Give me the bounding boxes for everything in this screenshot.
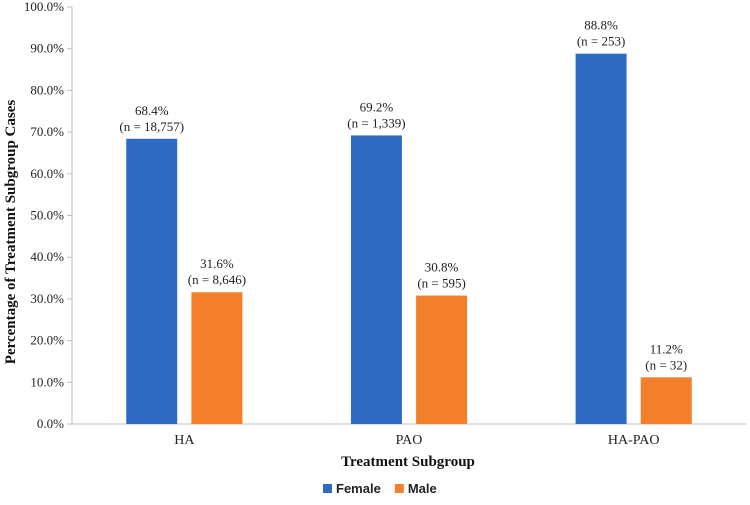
data-label-n: (n = 8,646)	[188, 272, 246, 287]
data-label-n: (n = 18,757)	[119, 119, 184, 134]
data-labels: 68.4%(n = 18,757)69.2%(n = 1,339)88.8%(n…	[119, 18, 687, 373]
x-tick-label: HA-PAO	[608, 433, 660, 448]
data-label-n: (n = 595)	[417, 276, 466, 291]
x-tick-label: PAO	[396, 433, 423, 448]
data-label-pct: 88.8%	[584, 18, 618, 33]
x-axis-title: Treatment Subgroup	[341, 454, 475, 470]
data-label-pct: 11.2%	[650, 341, 683, 356]
y-tick-label: 70.0%	[30, 124, 64, 139]
data-label-pct: 68.4%	[135, 103, 169, 118]
data-label-pct: 31.6%	[200, 256, 234, 271]
legend-label-female: Female	[336, 481, 381, 496]
data-label-pct: 69.2%	[360, 99, 394, 114]
bar-male-ha	[191, 292, 243, 424]
bar-female-pao	[350, 135, 402, 424]
bar-male-ha-pao	[640, 377, 692, 424]
data-label-n: (n = 253)	[577, 34, 626, 49]
y-tick-label: 20.0%	[30, 333, 64, 348]
y-tick-label: 80.0%	[30, 82, 64, 97]
legend: Female Male	[323, 481, 437, 496]
y-tick-label: 90.0%	[30, 41, 64, 56]
data-label-n: (n = 1,339)	[347, 115, 405, 130]
y-tick-label: 50.0%	[30, 208, 64, 223]
y-tick-label: 0.0%	[37, 416, 64, 431]
y-tick-label: 100.0%	[24, 0, 64, 14]
legend-swatch-female	[323, 484, 332, 493]
bar-female-ha	[126, 138, 178, 424]
y-tick-label: 30.0%	[30, 291, 64, 306]
data-label-pct: 30.8%	[425, 260, 459, 275]
y-tick-label: 10.0%	[30, 374, 64, 389]
x-axis: HA PAO HA-PAO	[72, 423, 746, 448]
x-tick-label: HA	[174, 433, 195, 448]
legend-swatch-male	[394, 484, 404, 493]
legend-label-male: Male	[408, 481, 437, 496]
data-label-n: (n = 32)	[645, 357, 687, 372]
bars	[126, 53, 692, 424]
bar-female-ha-pao	[575, 53, 627, 424]
y-axis-title: Percentage of Treatment Subgroup Cases	[3, 100, 19, 365]
y-axis: 0.0% 10.0% 20.0% 30.0% 40.0% 50.0% 60.0% 70.0% 8…	[24, 0, 73, 431]
y-tick-label: 60.0%	[30, 166, 64, 181]
y-tick-label: 40.0%	[30, 249, 64, 264]
bar-male-pao	[416, 295, 468, 424]
